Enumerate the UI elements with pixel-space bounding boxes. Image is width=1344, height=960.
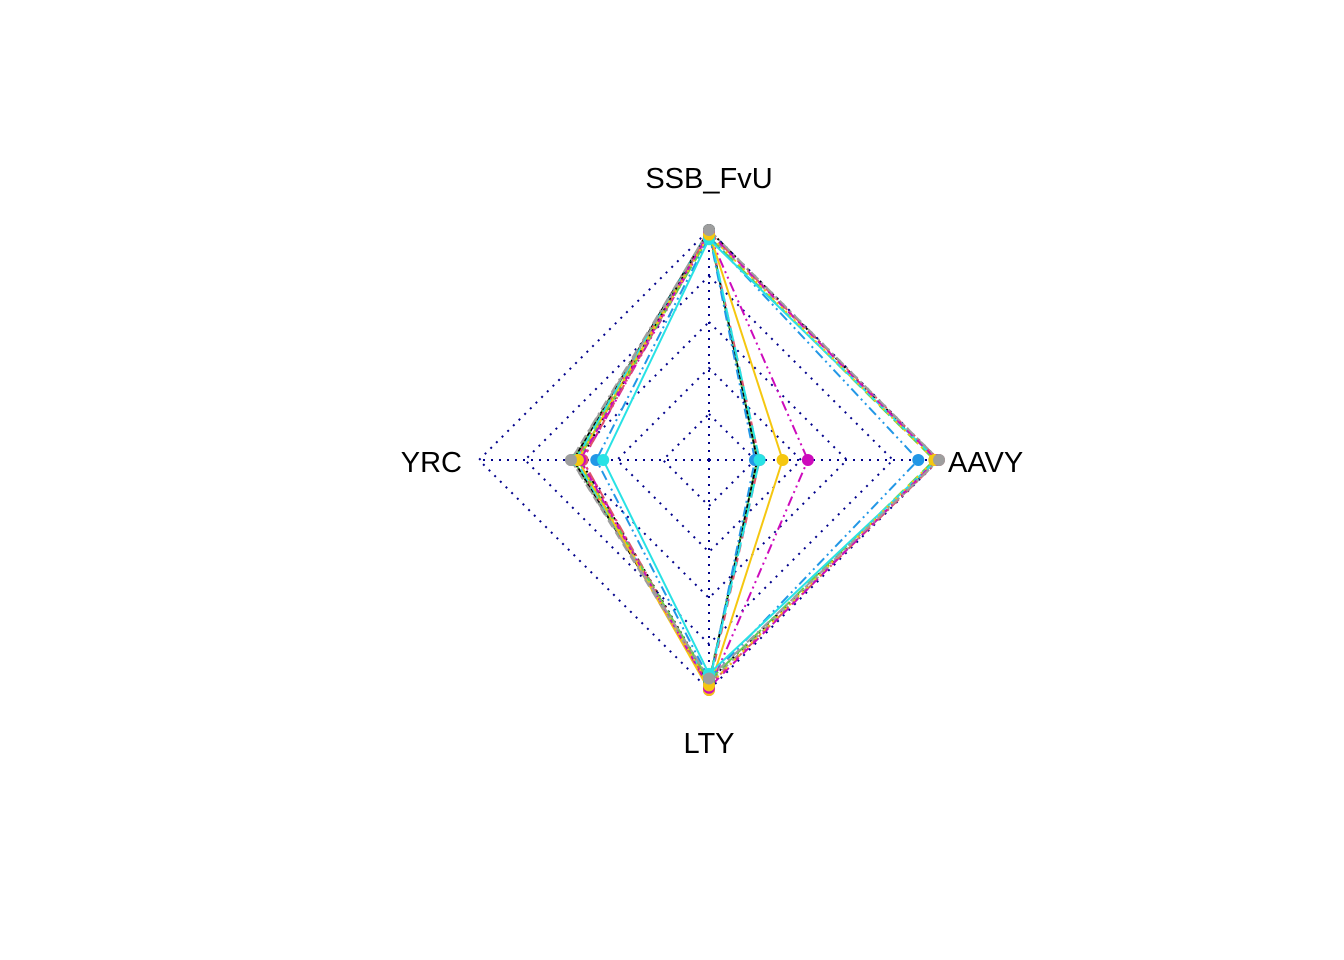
series-5-point-AAVY (753, 454, 766, 466)
grid-ring (661, 412, 757, 508)
series-7-point-AAVY (776, 454, 789, 466)
series-line-9 (579, 228, 939, 683)
series-6-point-AAVY (801, 454, 814, 466)
series-16-point-YRC (565, 454, 577, 466)
series-line-12 (595, 235, 920, 681)
series-16-point-SSB_FvU (703, 224, 715, 236)
grid-ring (615, 366, 803, 554)
series-line-13 (602, 237, 939, 676)
axis-label-bottom: LTY (683, 728, 734, 760)
series-16-point-LTY (703, 672, 715, 685)
series-12-point-AAVY (912, 454, 925, 466)
axis-label-top: SSB_FvU (645, 163, 772, 195)
radar-grid (477, 228, 941, 692)
series-13-point-YRC (597, 454, 610, 466)
series-16-point-AAVY (933, 454, 945, 466)
radar-points (565, 224, 945, 696)
axis-labels: SSB_FvU AAVY LTY YRC (401, 163, 1023, 760)
axis-label-right: AAVY (948, 447, 1023, 479)
axis-label-left: YRC (401, 447, 462, 479)
